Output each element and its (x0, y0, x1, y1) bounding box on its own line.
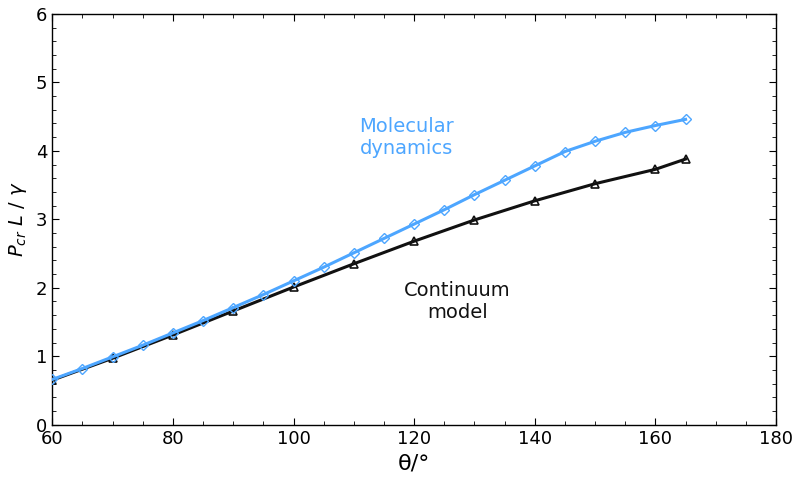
Y-axis label: $\it{P}_{cr}\ L\ /\ \gamma$: $\it{P}_{cr}\ L\ /\ \gamma$ (7, 181, 29, 257)
Text: Continuum
model: Continuum model (404, 281, 511, 322)
X-axis label: θ/°: θ/° (398, 453, 430, 473)
Text: Molecular
dynamics: Molecular dynamics (359, 117, 454, 157)
